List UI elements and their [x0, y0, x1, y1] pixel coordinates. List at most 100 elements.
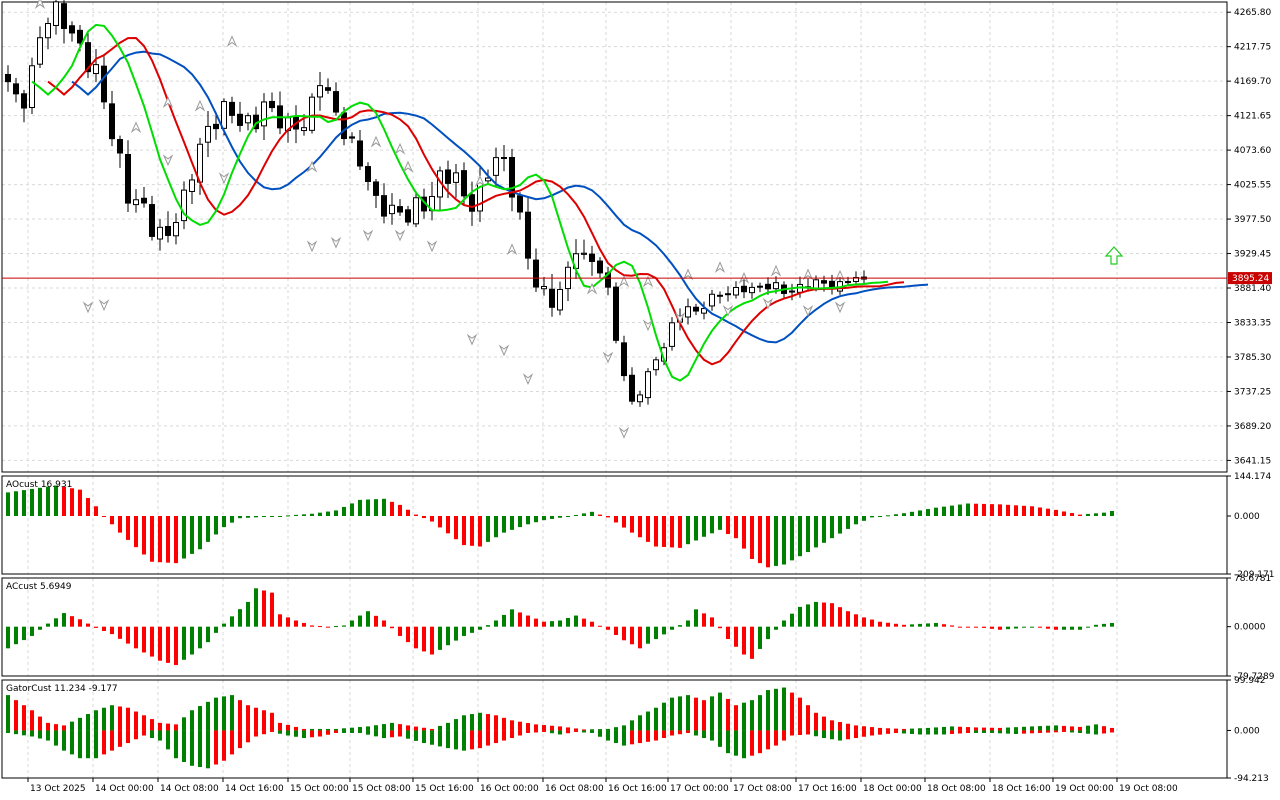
- histogram-bar: [910, 730, 914, 734]
- histogram-bar: [302, 622, 306, 627]
- histogram-bar: [1030, 506, 1034, 516]
- histogram-bar: [630, 720, 634, 731]
- histogram-bar: [1030, 626, 1034, 628]
- y-tick-label: 144.174: [1234, 472, 1271, 482]
- histogram-bar: [158, 722, 162, 731]
- histogram-bar: [350, 727, 354, 731]
- histogram-bar: [238, 515, 242, 519]
- histogram-bar: [766, 626, 770, 640]
- histogram-bar: [502, 717, 506, 731]
- candle-body: [469, 194, 475, 212]
- histogram-bar: [62, 486, 66, 516]
- histogram-bar: [110, 705, 114, 731]
- fractal-up-arrow: [130, 121, 142, 134]
- candle-body: [381, 195, 387, 217]
- current-price-tag: [1228, 272, 1272, 285]
- fractal-down-arrow: [762, 297, 774, 310]
- histogram-bar: [958, 504, 962, 516]
- histogram-bar: [102, 707, 106, 731]
- histogram-bar: [454, 730, 458, 750]
- histogram-bar: [670, 515, 674, 548]
- histogram-bar: [710, 696, 714, 731]
- histogram-bar: [974, 503, 978, 516]
- candle-body: [173, 222, 179, 237]
- histogram-bar: [998, 504, 1002, 516]
- candle-body: [117, 139, 123, 154]
- histogram-bar: [886, 622, 890, 627]
- histogram-bar: [918, 623, 922, 627]
- histogram-bar: [254, 707, 258, 731]
- histogram-bar: [1094, 730, 1098, 735]
- candle-body: [13, 83, 19, 95]
- histogram-bar: [502, 730, 506, 741]
- histogram-bar: [542, 621, 546, 627]
- histogram-bar: [1006, 504, 1010, 516]
- histogram-bar: [566, 618, 570, 627]
- histogram-bar: [470, 714, 474, 731]
- candle-body: [373, 181, 379, 196]
- histogram-bar: [46, 730, 50, 741]
- histogram-bar: [382, 620, 386, 627]
- histogram-bar: [782, 620, 786, 627]
- candle-body: [613, 286, 619, 341]
- histogram-bar: [990, 730, 994, 733]
- y-tick-label: 4265.80: [1234, 8, 1271, 18]
- histogram-bar: [406, 626, 410, 643]
- histogram-bar: [854, 730, 858, 739]
- histogram-bar: [1078, 726, 1082, 731]
- x-tick-label: 14 Oct 00:00: [95, 784, 154, 794]
- histogram-bar: [910, 624, 914, 627]
- histogram-bar: [758, 515, 762, 564]
- histogram-bar: [182, 730, 186, 762]
- candle-body: [509, 156, 515, 198]
- histogram-bar: [462, 715, 466, 731]
- histogram-bar: [1054, 626, 1058, 630]
- histogram-bar: [606, 730, 610, 741]
- histogram-bar: [134, 626, 138, 649]
- histogram-bar: [1006, 727, 1010, 731]
- histogram-bar: [654, 626, 658, 640]
- histogram-bar: [390, 730, 394, 738]
- histogram-bar: [926, 623, 930, 627]
- histogram-bar: [1006, 730, 1010, 734]
- histogram-bar: [126, 626, 130, 644]
- histogram-bar: [598, 514, 602, 516]
- x-tick-label: 17 Oct 00:00: [670, 784, 729, 794]
- histogram-bar: [958, 730, 962, 734]
- histogram-bar: [374, 499, 378, 516]
- histogram-bar: [102, 626, 106, 632]
- histogram-bar: [1038, 730, 1042, 733]
- histogram-bar: [446, 515, 450, 534]
- histogram-bar: [942, 726, 946, 731]
- histogram-bar: [590, 511, 594, 516]
- histogram-bar: [590, 621, 594, 627]
- fractal-up-arrow: [394, 142, 406, 155]
- fractal-down-arrow: [834, 301, 846, 314]
- fractal-down-arrow: [306, 240, 318, 253]
- candle-body: [85, 42, 91, 73]
- histogram-bar: [6, 730, 10, 733]
- histogram-bar: [646, 626, 650, 644]
- histogram-bar: [678, 696, 682, 731]
- buy-signal-arrow-icon: [1104, 246, 1124, 265]
- histogram-bar: [222, 623, 226, 627]
- candle-body: [29, 65, 35, 109]
- histogram-bar: [974, 626, 978, 628]
- histogram-bar: [454, 515, 458, 540]
- histogram-bar: [294, 730, 298, 737]
- histogram-bar: [526, 615, 530, 627]
- histogram-bar: [22, 626, 26, 641]
- histogram-bar: [430, 730, 434, 745]
- histogram-bar: [1070, 626, 1074, 630]
- histogram-bar: [550, 725, 554, 731]
- candle-body: [317, 85, 323, 98]
- candle-body: [237, 113, 243, 126]
- histogram-bar: [894, 623, 898, 627]
- histogram-bar: [382, 724, 386, 731]
- histogram-bar: [262, 515, 266, 517]
- x-tick-label: 16 Oct 00:00: [480, 784, 539, 794]
- histogram-bar: [870, 727, 874, 731]
- histogram-bar: [478, 712, 482, 731]
- candle-body: [685, 306, 691, 318]
